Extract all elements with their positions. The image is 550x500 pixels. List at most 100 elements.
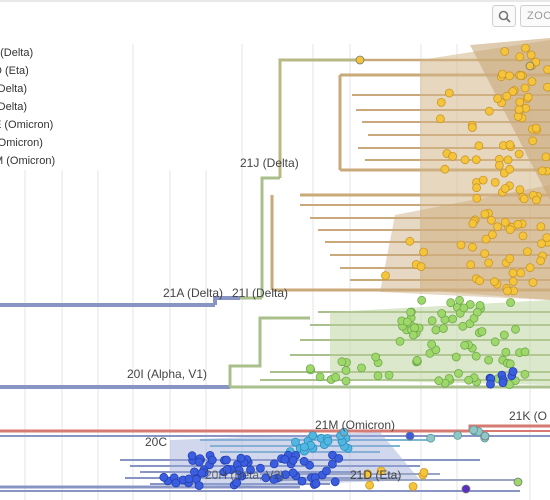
tip-marker[interactable] (419, 247, 429, 257)
tip-marker[interactable] (513, 219, 523, 229)
tip-marker[interactable] (381, 271, 390, 281)
tip-marker[interactable] (458, 321, 468, 331)
tip-marker[interactable] (523, 92, 533, 102)
alpha-clade-branches[interactable] (0, 300, 550, 389)
tip-marker[interactable] (543, 65, 550, 74)
tip-marker[interactable] (499, 330, 509, 340)
tip-marker[interactable] (515, 185, 525, 195)
tip-marker[interactable] (448, 314, 458, 324)
tip-marker[interactable] (269, 474, 279, 484)
tip-marker[interactable] (384, 370, 394, 380)
tip-marker[interactable] (405, 431, 415, 441)
tip-marker[interactable] (311, 479, 321, 489)
tip-marker[interactable] (537, 166, 547, 176)
tip-marker[interactable] (444, 88, 454, 98)
tip-marker[interactable] (435, 114, 445, 124)
legend-item[interactable]: . (Delta) (0, 47, 34, 59)
legend-item[interactable]: (Delta) (0, 83, 28, 95)
tip-marker[interactable] (498, 378, 508, 388)
lower-clade-branches[interactable] (0, 432, 520, 492)
tip-marker[interactable] (331, 372, 341, 382)
legend-item[interactable]: M (Omicron) (0, 155, 56, 167)
tip-marker[interactable] (515, 97, 525, 107)
tip-marker[interactable] (460, 155, 470, 165)
tip-marker[interactable] (232, 478, 242, 488)
tip-marker[interactable] (323, 436, 333, 446)
tip-marker[interactable] (197, 468, 207, 478)
tip-marker[interactable] (288, 468, 298, 478)
tip-marker[interactable] (525, 263, 535, 273)
tip-marker[interactable] (363, 469, 373, 479)
tip-marker[interactable] (461, 484, 471, 494)
tip-marker[interactable] (280, 454, 290, 464)
tip-marker[interactable] (514, 105, 524, 114)
tip-marker[interactable] (471, 155, 481, 165)
tip-marker[interactable] (221, 455, 231, 465)
tip-marker[interactable] (471, 351, 481, 361)
tip-marker[interactable] (405, 236, 415, 246)
tip-marker[interactable] (520, 83, 530, 93)
tip-marker[interactable] (506, 298, 516, 307)
legend-item[interactable]: (Omicron) (0, 137, 43, 149)
tip-marker[interactable] (395, 336, 405, 346)
tip-marker[interactable] (194, 481, 204, 491)
tip-marker[interactable] (484, 355, 494, 365)
tip-marker[interactable] (159, 472, 169, 482)
tip-marker[interactable] (511, 324, 520, 334)
tip-marker[interactable] (406, 307, 416, 317)
tip-marker[interactable] (373, 371, 383, 381)
tip-marker[interactable] (486, 215, 496, 225)
tip-marker[interactable] (480, 431, 490, 441)
tip-marker[interactable] (520, 369, 530, 379)
tip-marker[interactable] (525, 61, 535, 71)
tip-marker[interactable] (440, 164, 450, 174)
tip-marker[interactable] (184, 474, 194, 484)
tip-marker[interactable] (408, 330, 418, 340)
tip-marker[interactable] (472, 183, 482, 193)
tip-marker[interactable] (376, 466, 386, 476)
tip-marker[interactable] (532, 195, 541, 205)
tip-marker[interactable] (505, 164, 515, 174)
tip-marker[interactable] (416, 262, 426, 272)
tip-marker[interactable] (315, 372, 325, 382)
tip-marker[interactable] (355, 55, 365, 65)
tip-marker[interactable] (478, 175, 488, 185)
tip-marker[interactable] (528, 278, 538, 287)
tip-marker[interactable] (417, 295, 427, 305)
tip-marker[interactable] (410, 323, 420, 333)
tip-marker[interactable] (518, 231, 528, 241)
tip-marker[interactable] (308, 431, 318, 441)
tip-marker[interactable] (222, 465, 232, 474)
tip-marker[interactable] (468, 219, 478, 229)
tip-marker[interactable] (490, 337, 500, 347)
tip-marker[interactable] (480, 249, 490, 259)
tip-marker[interactable] (454, 368, 463, 378)
tip-marker[interactable] (451, 352, 461, 362)
tip-marker[interactable] (281, 470, 290, 480)
tip-marker[interactable] (474, 141, 484, 151)
tip-marker[interactable] (489, 277, 499, 287)
tip-marker[interactable] (194, 457, 204, 467)
tip-marker[interactable] (437, 309, 447, 318)
tip-marker[interactable] (521, 43, 530, 53)
tip-markers[interactable] (159, 43, 550, 494)
tip-marker[interactable] (505, 254, 515, 264)
tip-marker[interactable] (467, 242, 477, 252)
tip-marker[interactable] (297, 476, 307, 486)
tip-marker[interactable] (456, 240, 466, 250)
tip-marker[interactable] (486, 379, 495, 389)
tip-marker[interactable] (427, 316, 437, 326)
tip-marker[interactable] (330, 477, 340, 487)
tip-marker[interactable] (475, 276, 485, 286)
tip-marker[interactable] (505, 225, 515, 235)
tip-marker[interactable] (472, 193, 482, 203)
omicron-branches[interactable] (0, 424, 550, 437)
tip-marker[interactable] (508, 367, 518, 376)
legend-item[interactable]: D (Eta) (0, 65, 29, 77)
tip-marker[interactable] (500, 47, 510, 56)
tip-marker[interactable] (477, 327, 487, 336)
tip-marker[interactable] (536, 222, 546, 232)
tip-marker[interactable] (508, 87, 518, 96)
tip-marker[interactable] (419, 467, 429, 477)
